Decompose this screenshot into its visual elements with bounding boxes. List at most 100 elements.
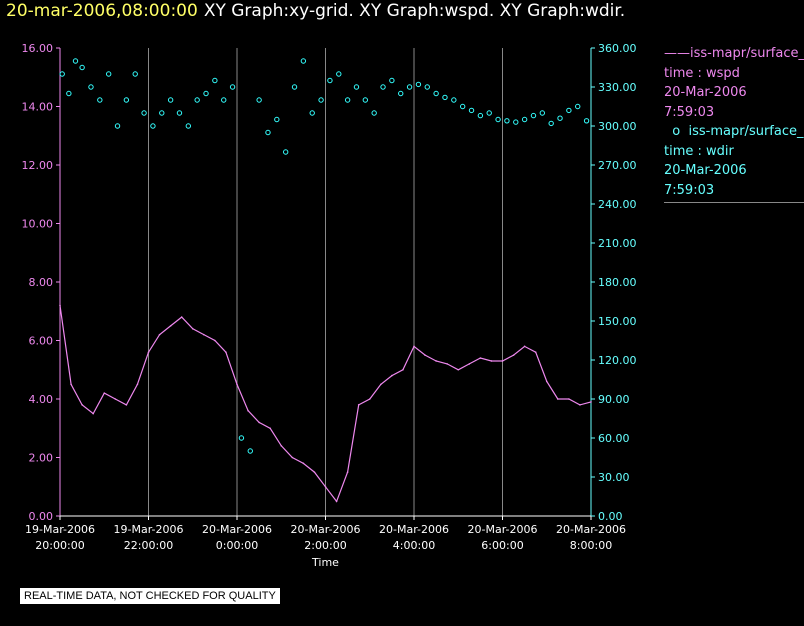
wdir-point-55	[539, 110, 546, 116]
wdir-point-60	[583, 118, 590, 124]
header: 20-mar-2006,08:00:00 XY Graph:xy-grid. XY…	[6, 1, 625, 21]
wspd-point-21	[291, 456, 294, 459]
right-tick-label-7: 210.00	[598, 237, 637, 250]
wspd-point-0	[59, 304, 61, 307]
right-tick-label-11: 330.00	[598, 81, 637, 94]
wspd-point-24	[324, 485, 327, 488]
wdir-point-8	[123, 97, 130, 103]
legend-series1-line2: 20-Mar-2006	[664, 85, 747, 100]
wdir-point-16	[194, 97, 200, 103]
wdir-point-35	[362, 97, 369, 103]
timestamp-title: 20-mar-2006,08:00:00	[6, 1, 198, 21]
wdir-point-46	[459, 103, 466, 110]
wspd-point-7	[136, 383, 139, 386]
wspd-point-9	[158, 333, 161, 336]
wdir-point-21	[238, 435, 245, 441]
wspd-point-35	[446, 363, 448, 365]
wspd-point-3	[92, 412, 94, 415]
wdir-point-22	[247, 448, 253, 454]
wdir-point-39	[398, 90, 404, 97]
wspd-point-16	[236, 383, 238, 386]
wspd-point-15	[225, 351, 227, 354]
wdir-point-31	[327, 77, 333, 84]
wdir-point-12	[159, 110, 165, 116]
wspd-point-4	[103, 392, 106, 394]
right-tick-label-2: 60.00	[598, 432, 630, 445]
x-tick-date-5: 20-Mar-2006	[468, 523, 538, 536]
wspd-point-19	[269, 427, 271, 430]
wdir-point-1	[66, 90, 72, 97]
left-tick-label-3: 6.00	[29, 335, 54, 348]
wdir-point-41	[415, 81, 422, 88]
wspd-point-47	[579, 404, 581, 406]
wdir-point-43	[433, 90, 439, 97]
legend-entry-wspd[interactable]: ——iss-mapr/surface_r	[664, 44, 804, 64]
wdir-point-13	[167, 97, 174, 103]
wdir-point-57	[557, 115, 563, 121]
legend-series2-line1: time : wdir	[664, 143, 734, 159]
wdir-point-9	[132, 71, 138, 77]
wdir-point-34	[353, 84, 360, 90]
wspd-point-33	[424, 354, 426, 356]
wspd-point-29	[380, 383, 382, 386]
wdir-point-36	[371, 110, 377, 116]
wdir-point-33	[344, 97, 351, 103]
legend-series2-name: iss-mapr/surface_r	[688, 124, 804, 139]
wdir-point-0	[59, 71, 65, 77]
wdir-point-15	[185, 123, 192, 129]
wspd-point-31	[402, 368, 404, 371]
wdir-point-23	[256, 97, 262, 103]
x-tick-time-2: 0:00:00	[216, 539, 258, 552]
left-tick-label-0: 0.00	[29, 510, 54, 523]
legend-entry-wdir[interactable]: o iss-mapr/surface_r	[664, 122, 804, 142]
x-tick-time-0: 20:00:00	[35, 539, 84, 552]
wdir-point-14	[176, 110, 183, 116]
wdir-point-27	[291, 84, 298, 90]
wspd-point-41	[512, 354, 515, 356]
wspd-point-43	[534, 351, 537, 354]
right-tick-label-3: 90.00	[598, 393, 630, 406]
wspd-point-42	[523, 345, 526, 348]
legend-series2-line2: 20-Mar-2006	[664, 163, 747, 178]
wdir-point-49	[486, 110, 492, 116]
wdir-point-28	[300, 58, 307, 64]
wdir-point-3	[79, 64, 85, 71]
wdir-point-54	[530, 112, 537, 119]
right-tick-label-4: 120.00	[598, 354, 637, 367]
left-tick-label-6: 12.00	[22, 159, 54, 172]
left-tick-label-7: 14.00	[22, 101, 54, 114]
wspd-point-45	[557, 398, 559, 400]
x-tick-time-6: 8:00:00	[570, 539, 612, 552]
wspd-point-30	[391, 374, 393, 377]
x-tick-date-2: 20-Mar-2006	[202, 523, 272, 536]
wspd-point-1	[70, 383, 72, 386]
wdir-point-19	[221, 97, 227, 103]
legend-series1-line3: 7:59:03	[664, 104, 715, 120]
right-tick-label-0: 0.00	[598, 510, 623, 523]
x-tick-time-3: 2:00:00	[304, 539, 346, 552]
wspd-point-32	[413, 345, 415, 348]
right-tick-label-1: 30.00	[598, 471, 630, 484]
wspd-point-39	[490, 360, 493, 362]
wdir-point-53	[521, 116, 528, 123]
wspd-point-36	[457, 368, 460, 371]
wspd-point-18	[258, 421, 260, 424]
wspd-point-44	[545, 380, 548, 383]
left-tick-label-4: 8.00	[29, 276, 54, 289]
x-axis-title: Time	[311, 556, 339, 569]
wspd-point-25	[335, 500, 338, 503]
wspd-point-2	[81, 404, 83, 406]
wspd-point-40	[501, 360, 504, 362]
wdir-point-10	[141, 110, 147, 116]
wspd-point-34	[435, 360, 437, 362]
x-tick-time-1: 22:00:00	[124, 539, 173, 552]
wdir-point-37	[380, 84, 386, 90]
x-tick-date-4: 20-Mar-2006	[379, 523, 449, 536]
wdir-point-48	[477, 112, 484, 119]
right-tick-label-9: 270.00	[598, 159, 637, 172]
wdir-point-29	[309, 110, 315, 116]
left-tick-label-1: 2.00	[29, 452, 54, 465]
wspd-point-11	[180, 316, 183, 318]
wdir-point-30	[318, 97, 324, 103]
